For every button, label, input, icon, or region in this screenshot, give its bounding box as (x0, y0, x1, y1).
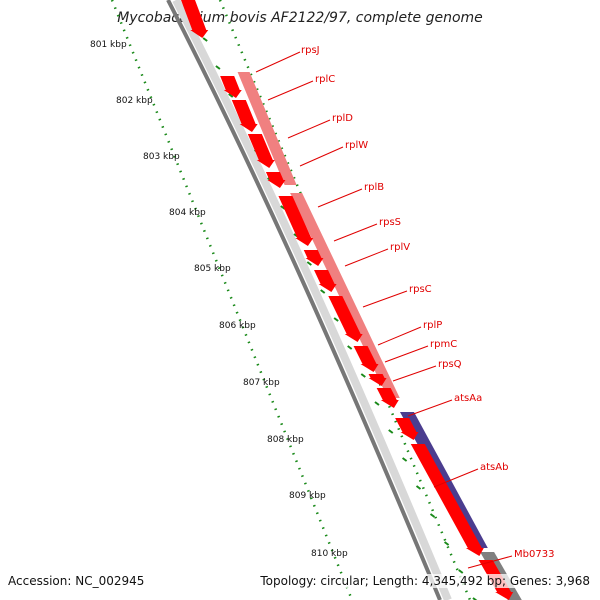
reverse-gene-block[interactable] (237, 72, 297, 185)
forward-strand-genes (181, 0, 514, 600)
gene-label-atsab[interactable]: atsAb (480, 462, 508, 473)
forward-gene-arrow[interactable] (265, 172, 286, 188)
backbone-tick (360, 373, 366, 378)
reverse-strand-genes (237, 72, 522, 600)
genome-backbone-inner (172, 0, 452, 600)
kbp-label: 805 kbp (194, 264, 231, 274)
gene-label-rpsq[interactable]: rpsQ (438, 359, 462, 370)
backbone-tick (401, 457, 408, 462)
map-title: Mycobacterium bovis AF2122/97, complete … (117, 10, 483, 26)
backbone-tick (415, 485, 422, 490)
forward-gene-arrow[interactable] (278, 196, 314, 246)
kbp-label: 804 kbp (169, 208, 206, 218)
forward-gene-arrow[interactable] (353, 346, 379, 372)
backbone-tick (429, 513, 436, 518)
gene-label-rpss[interactable]: rpsS (379, 217, 401, 228)
kbp-label: 809 kbp (289, 491, 326, 501)
kbp-label: 803 kbp (143, 152, 180, 162)
backbone-tick (215, 65, 221, 70)
kbp-label: 808 kbp (267, 435, 304, 445)
kbp-label: 806 kbp (219, 321, 256, 331)
reverse-gene-block[interactable] (290, 193, 400, 398)
gene-label-rplc[interactable]: rplC (315, 74, 335, 85)
gene-label-mb0733[interactable]: Mb0733 (514, 549, 554, 560)
gene-label-atsaa[interactable]: atsAa (454, 393, 482, 404)
forward-gene-arrow[interactable] (303, 250, 324, 266)
backbone-tick (333, 317, 339, 322)
kbp-label: 801 kbp (90, 40, 127, 50)
gene-leader-lines (255, 51, 513, 569)
gene-label-rpsc[interactable]: rpsC (409, 284, 432, 295)
gene-label-rplp[interactable]: rplP (423, 320, 442, 331)
forward-gene-arrow[interactable] (314, 270, 337, 292)
forward-gene-arrow[interactable] (376, 388, 399, 408)
forward-gene-arrow[interactable] (231, 100, 258, 132)
forward-gene-arrow[interactable] (368, 374, 387, 386)
forward-gene-arrow[interactable] (247, 134, 275, 168)
gene-label-rpmc[interactable]: rpmC (430, 339, 457, 350)
backbone-tick (388, 429, 394, 434)
backbone-tick (202, 37, 208, 42)
backbone-tick (443, 541, 450, 546)
kbp-label: 810 kbp (311, 549, 348, 559)
backbone-ticks (189, 9, 478, 600)
gene-label-rpld[interactable]: rplD (332, 113, 353, 124)
backbone-tick (374, 401, 380, 406)
backbone-tick (228, 93, 234, 98)
forward-gene-arrow[interactable] (220, 76, 242, 98)
forward-gene-arrow[interactable] (328, 296, 363, 342)
gene-label-rplw[interactable]: rplW (345, 140, 368, 151)
backbone-tick (320, 289, 326, 294)
kbp-label: 802 kbp (116, 96, 153, 106)
gene-labels: rpsJ rplC rplD rplW rplB rpsS rplV rpsC … (301, 45, 554, 560)
genome-backbone (166, 0, 442, 600)
backbone-tick (347, 345, 353, 350)
gene-label-rplv[interactable]: rplV (390, 242, 410, 253)
accession-text: Accession: NC_002945 (8, 574, 145, 588)
backbone-tick (458, 569, 464, 574)
backbone-tick (306, 261, 312, 266)
kbp-labels: 801 kbp 802 kbp 803 kbp 804 kbp 805 kbp … (90, 40, 348, 559)
kbp-label: 807 kbp (243, 378, 280, 388)
forward-gene-arrow[interactable] (181, 0, 209, 38)
gene-label-rplb[interactable]: rplB (364, 182, 384, 193)
gene-label-rpsj[interactable]: rpsJ (301, 45, 320, 56)
genome-summary-text: Topology: circular; Length: 4,345,492 bp… (258, 574, 592, 588)
forward-gene-arrow[interactable] (395, 418, 419, 440)
forward-gene-arrow[interactable] (410, 444, 484, 556)
